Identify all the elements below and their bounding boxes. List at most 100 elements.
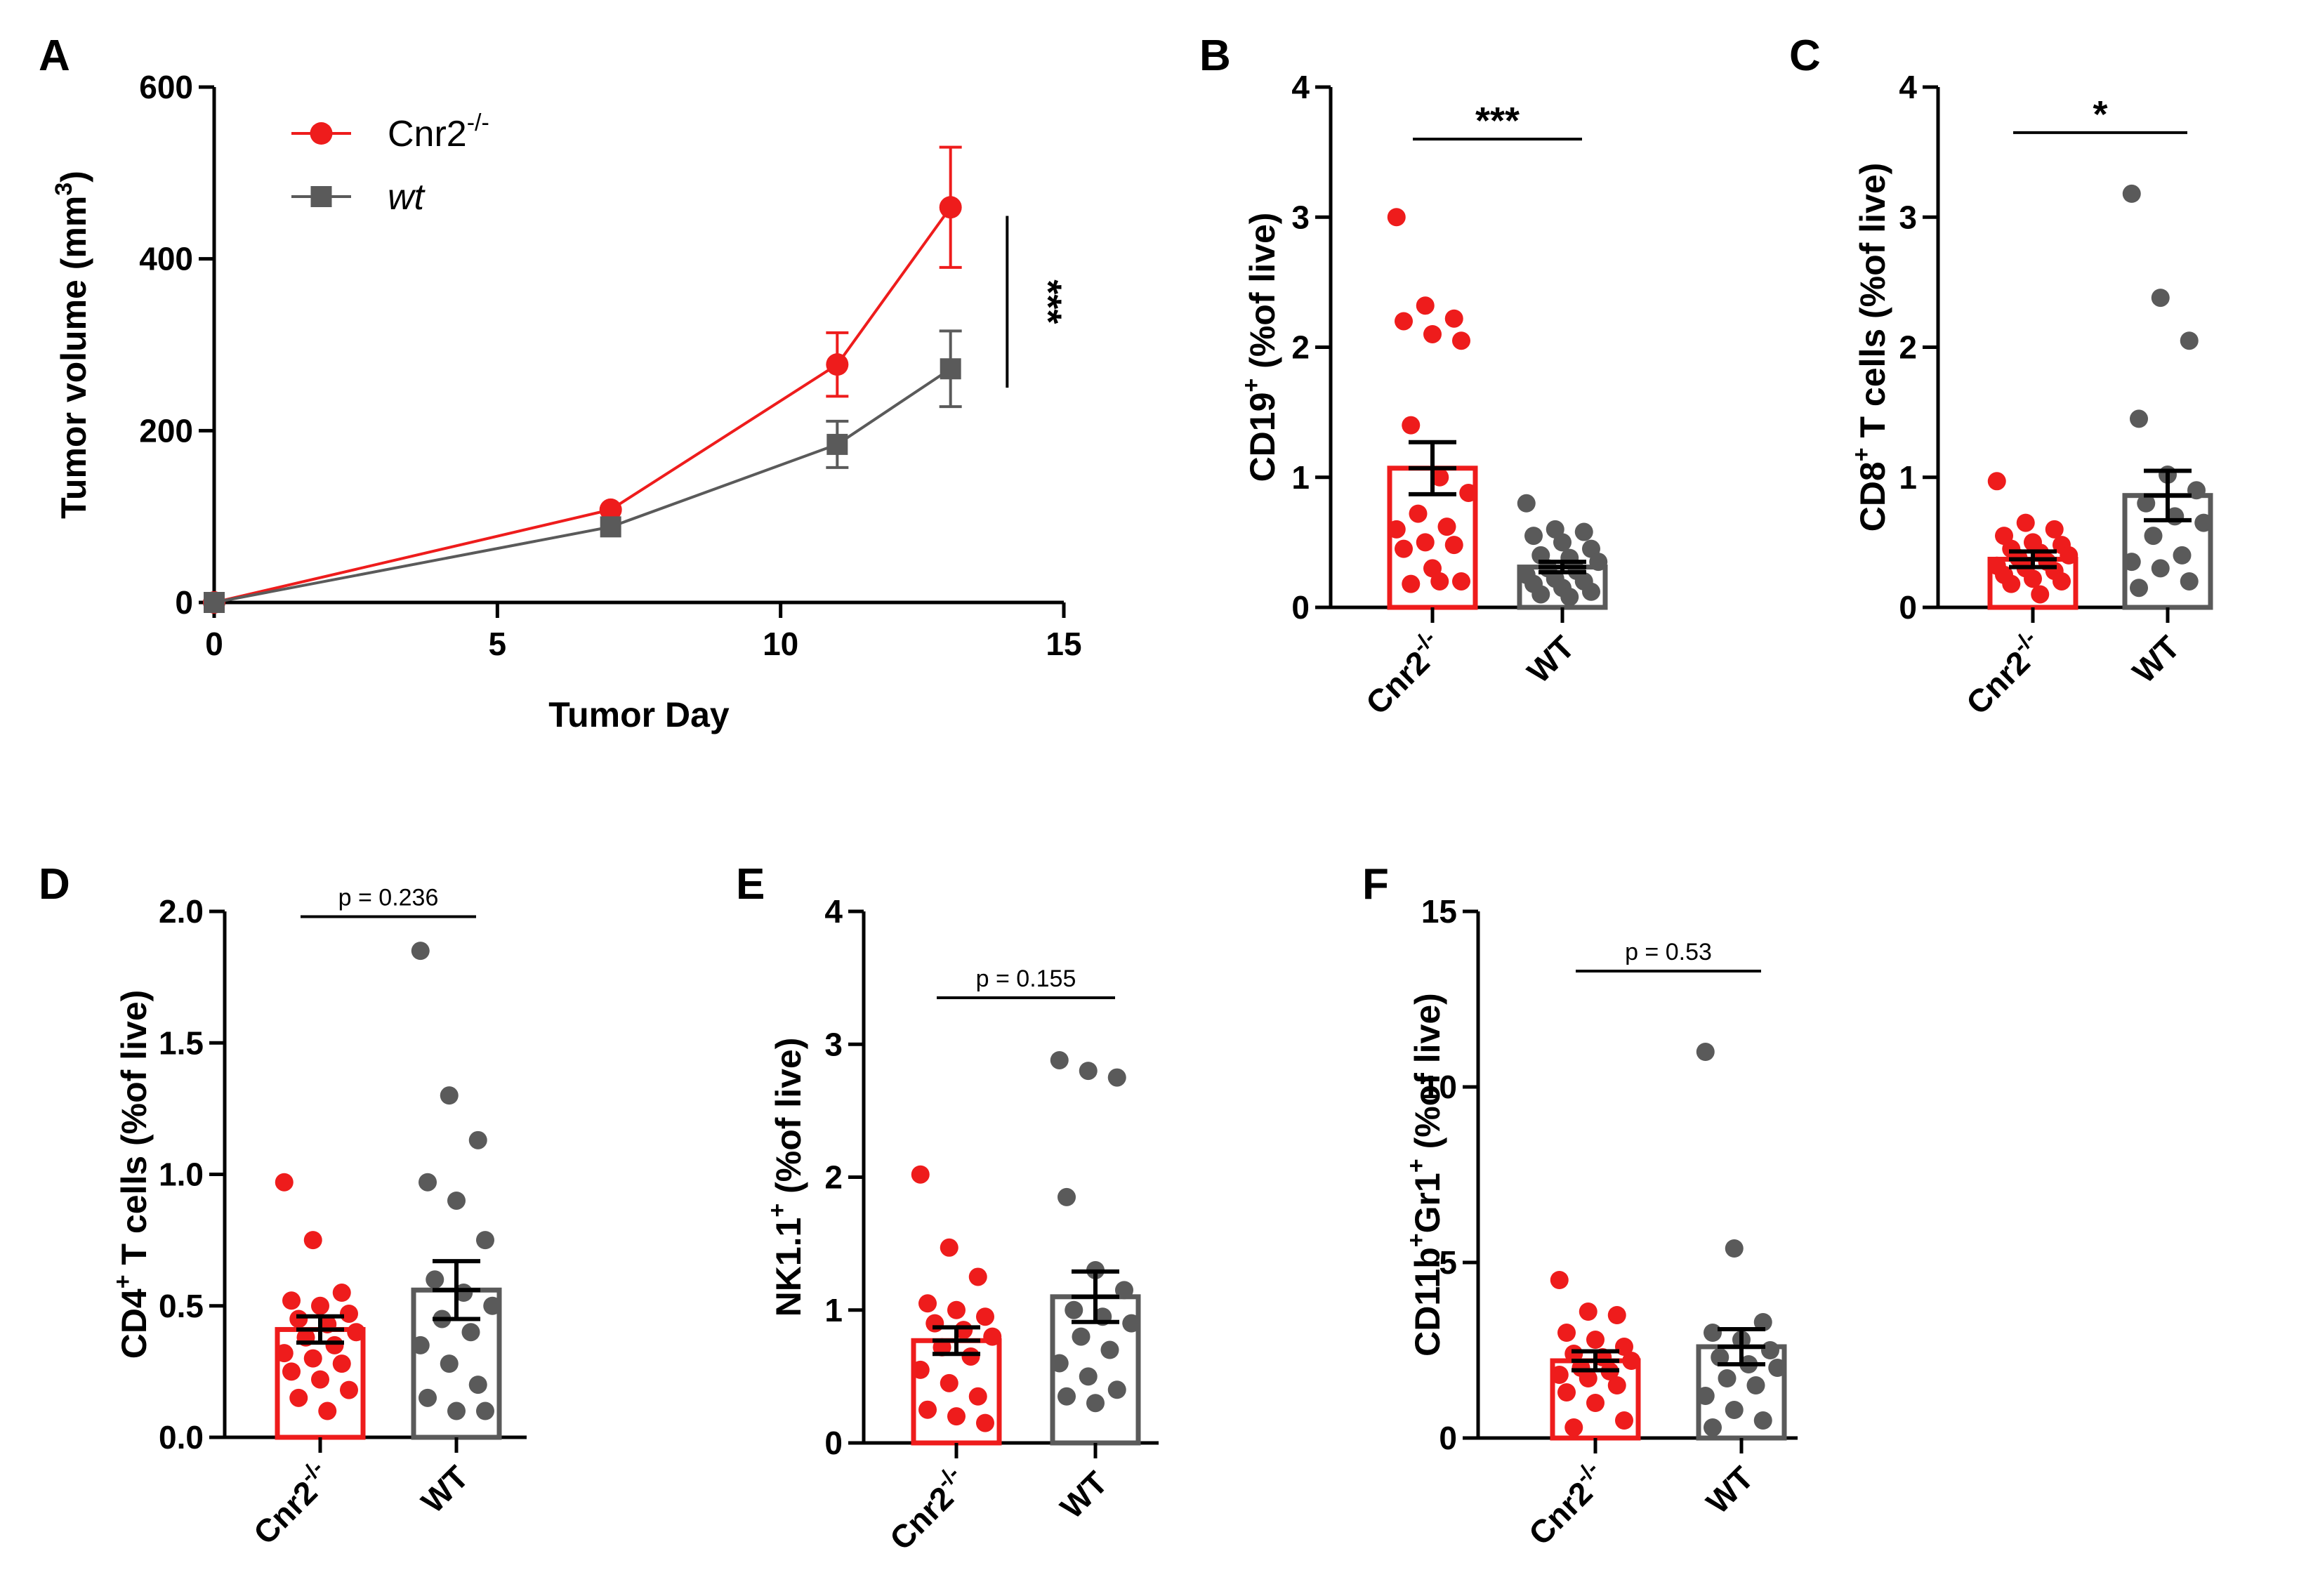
data-point [1444, 309, 1463, 328]
bar-group-cnr2: Cnr2-/- [1956, 472, 2078, 722]
series-line [213, 367, 951, 604]
data-point [911, 1165, 930, 1184]
data-point [1586, 1331, 1605, 1349]
data-point [2151, 289, 2170, 308]
category-label: WT [414, 1458, 475, 1519]
y-tick-label: 0.5 [159, 1288, 204, 1324]
data-point [2173, 546, 2192, 565]
y-tick-label: 2 [824, 1159, 843, 1196]
category-label: WT [1699, 1459, 1760, 1520]
significance-label: p = 0.53 [1625, 939, 1712, 965]
significance-label: * [2093, 93, 2107, 136]
data-point [2194, 513, 2213, 532]
y-tick-label: 600 [139, 69, 193, 105]
data-point [1614, 1338, 1633, 1356]
data-point [1768, 1359, 1787, 1377]
data-point [339, 1380, 358, 1399]
data-point [600, 516, 621, 538]
y-tick-label: 1 [1899, 459, 1917, 496]
panel-label: F [1362, 860, 1389, 909]
data-point [1065, 1300, 1083, 1319]
bar-group-cnr2: Cnr2-/- [1522, 1271, 1641, 1552]
data-point [961, 1347, 980, 1366]
data-point [1579, 1302, 1597, 1321]
data-point [311, 1296, 329, 1315]
data-point [419, 1388, 437, 1407]
y-tick-label: 0 [1291, 589, 1310, 626]
data-point [1517, 494, 1536, 513]
data-point [1704, 1324, 1722, 1342]
data-point [1107, 1380, 1126, 1399]
panel-E: E 0 1 2 3 4 NK1.1+ (%of live) Cnr2-/- WT p = 0.15… [736, 860, 1159, 1557]
data-point [1589, 553, 1608, 572]
data-point [1622, 1352, 1641, 1370]
data-point [1437, 517, 1456, 536]
data-point [1550, 1271, 1569, 1289]
data-point [1050, 1050, 1069, 1069]
data-point [968, 1387, 987, 1406]
legend-label: wt [388, 177, 426, 218]
category-label: Cnr2-/- [243, 1455, 339, 1551]
y-axis-title: CD11b+Gr1+ (%of live) [1403, 993, 1447, 1357]
data-point [1579, 1369, 1597, 1387]
data-point [1409, 504, 1428, 523]
data-point [318, 1402, 337, 1420]
data-point [968, 1267, 987, 1286]
data-point [426, 1270, 444, 1289]
data-point [2016, 513, 2035, 532]
data-point [975, 1413, 994, 1432]
data-point [1711, 1348, 1730, 1366]
data-point [289, 1388, 308, 1407]
data-point [1072, 1327, 1091, 1346]
category-label: WT [1520, 628, 1581, 690]
data-point [1557, 1383, 1576, 1402]
data-point [1430, 572, 1449, 591]
data-point [419, 1173, 437, 1192]
y-tick-label: 2.0 [159, 893, 204, 930]
panel-D: D 0.0 0.5 1.0 1.5 2.0 CD4+ T cells (%of live) C… [39, 860, 527, 1552]
data-point [911, 1360, 930, 1379]
data-point [1550, 1366, 1569, 1384]
data-point [2060, 546, 2078, 565]
legend-marker [310, 186, 332, 207]
data-point [1696, 1043, 1715, 1061]
data-point [1423, 324, 1442, 343]
data-point [289, 1310, 308, 1328]
panel-F: F 0 5 10 15 CD11b+Gr1+ (%of live) Cnr2-/- WT p =… [1362, 860, 1798, 1552]
bar-group-cnr2: Cnr2-/- [1359, 208, 1478, 722]
data-point [1574, 522, 1593, 541]
data-point [1614, 1411, 1633, 1430]
data-point [1451, 572, 1470, 591]
y-axis-title: CD4+ T cells (%of live) [110, 990, 154, 1359]
panel-label: D [39, 860, 70, 909]
data-point [339, 1304, 358, 1323]
data-point [468, 1376, 487, 1394]
data-point [2122, 553, 2141, 572]
data-point [1560, 588, 1579, 607]
significance-label: p = 0.155 [976, 965, 1076, 992]
series-wt: wt [204, 177, 962, 613]
data-point [1704, 1418, 1722, 1437]
y-tick-label: 0 [1899, 589, 1917, 626]
data-point [282, 1362, 301, 1381]
y-tick-label: 4 [824, 893, 843, 930]
y-tick-label: 4 [1291, 69, 1310, 105]
y-axis-title: CD8+ T cells (%of live) [1848, 163, 1892, 532]
data-point [411, 1336, 430, 1354]
data-point [447, 1191, 466, 1210]
data-point [983, 1327, 1002, 1346]
data-point [475, 1402, 494, 1420]
y-tick-label: 1 [1291, 459, 1310, 496]
data-point [1430, 468, 1449, 487]
legend-label: Cnr2-/- [388, 110, 489, 154]
y-tick-label: 200 [139, 412, 193, 449]
category-label: Cnr2-/- [1956, 625, 2052, 721]
data-point [1114, 1281, 1133, 1300]
data-point [2130, 409, 2149, 428]
data-point [325, 1336, 344, 1354]
data-point [947, 1407, 966, 1426]
data-point [347, 1323, 366, 1342]
data-point [1760, 1341, 1779, 1359]
data-point [1753, 1411, 1772, 1430]
